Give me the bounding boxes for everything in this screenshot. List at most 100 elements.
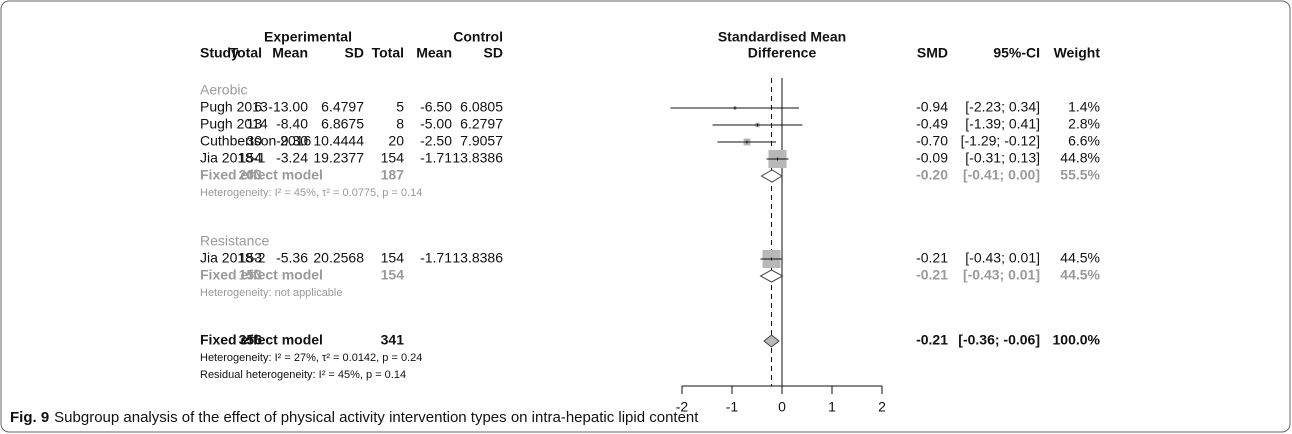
exp-total: 13 — [246, 116, 262, 132]
study-label: Fixed effect model — [200, 267, 323, 283]
ctrl-sd: 13.8386 — [452, 150, 503, 166]
smd-label: -0.21 — [916, 332, 948, 348]
column-header: Total — [372, 45, 404, 61]
ci-label: [-2.23; 0.34] — [965, 99, 1040, 115]
exp-sd: 6.8675 — [321, 116, 364, 132]
heterogeneity: Heterogeneity: I² = 45%, τ² = 0.0775, p … — [200, 187, 422, 199]
ctrl-mean: -2.50 — [420, 133, 452, 149]
caption-text: Subgroup analysis of the effect of physi… — [54, 409, 699, 426]
ctrl-sd: 6.2797 — [460, 116, 503, 132]
ci-label: [-0.41; 0.00] — [963, 167, 1040, 183]
exp-sd: 6.4797 — [321, 99, 364, 115]
ci-label: [-0.43; 0.01] — [963, 267, 1040, 283]
heterogeneity: Heterogeneity: not applicable — [200, 287, 342, 299]
weight-label: 44.5% — [1060, 250, 1100, 266]
ctrl-sd: 7.9057 — [460, 133, 503, 149]
ctrl-total: 154 — [381, 150, 405, 166]
smd-label: -0.20 — [916, 167, 948, 183]
subgroup-name: Resistance — [200, 233, 269, 249]
column-header: Study — [200, 45, 239, 61]
residual-heterogeneity: Residual heterogeneity: I² = 45%, p = 0.… — [200, 369, 406, 381]
exp-total: 154 — [239, 150, 263, 166]
study-label: Pugh 2013 — [200, 99, 268, 115]
ctrl-mean: -1.71 — [420, 150, 452, 166]
exp-total: 356 — [239, 332, 263, 348]
column-header: Mean — [416, 45, 452, 61]
ctrl-sd: 13.8386 — [452, 250, 503, 266]
ctrl-total: 154 — [381, 267, 405, 283]
smd-label: -0.70 — [916, 133, 948, 149]
ctrl-sd: 6.0805 — [460, 99, 503, 115]
x-tick-label: 0 — [778, 399, 786, 415]
exp-sd: 20.2568 — [313, 250, 364, 266]
study-label: Fixed effect model — [200, 332, 323, 348]
header-effect: Standardised Mean — [718, 29, 846, 45]
column-header: Weight — [1054, 45, 1101, 61]
ctrl-mean: -1.71 — [420, 250, 452, 266]
exp-total: 153 — [239, 250, 263, 266]
pooled-diamond — [759, 269, 784, 283]
exp-mean: -9.30 — [276, 133, 308, 149]
column-header: Mean — [272, 45, 308, 61]
exp-total: 30 — [246, 133, 262, 149]
weight-label: 44.5% — [1060, 267, 1100, 283]
study-label: Jia 2018-1 — [200, 150, 266, 166]
exp-mean: -8.40 — [276, 116, 308, 132]
pooled-diamond — [760, 169, 783, 183]
caption-label: Fig. 9 — [10, 409, 49, 426]
ci-label: [-0.43; 0.01] — [965, 250, 1040, 266]
header-experimental: Experimental — [264, 29, 352, 45]
exp-total: 153 — [239, 267, 263, 283]
ci-label: [-0.36; -0.06] — [958, 332, 1040, 348]
column-header: SD — [484, 45, 503, 61]
x-tick-label: -1 — [726, 399, 739, 415]
exp-total: 203 — [239, 167, 263, 183]
weight-label: 1.4% — [1068, 99, 1100, 115]
ctrl-mean: -5.00 — [420, 116, 452, 132]
ctrl-total: 5 — [396, 99, 404, 115]
exp-mean: -5.36 — [276, 250, 308, 266]
column-header: SD — [345, 45, 364, 61]
study-label: Cuthbertson 2016 — [200, 133, 312, 149]
smd-label: -0.21 — [916, 250, 948, 266]
exp-mean: -3.24 — [276, 150, 308, 166]
ci-label: [-1.29; -0.12] — [961, 133, 1040, 149]
weight-label: 6.6% — [1068, 133, 1100, 149]
column-header: SMD — [917, 45, 948, 61]
study-label: Pugh 2014 — [200, 116, 268, 132]
ctrl-total: 154 — [381, 250, 405, 266]
exp-mean: -13.00 — [268, 99, 308, 115]
exp-sd: 19.2377 — [313, 150, 364, 166]
smd-label: -0.94 — [916, 99, 948, 115]
exp-sd: 10.4444 — [313, 133, 364, 149]
ctrl-mean: -6.50 — [420, 99, 452, 115]
smd-label: -0.49 — [916, 116, 948, 132]
exp-total: 6 — [254, 99, 262, 115]
subgroup-name: Aerobic — [200, 82, 247, 98]
heterogeneity: Heterogeneity: I² = 27%, τ² = 0.0142, p … — [200, 352, 422, 364]
ci-label: [-1.39; 0.41] — [965, 116, 1040, 132]
x-tick-label: 1 — [828, 399, 836, 415]
ci-label: [-0.31; 0.13] — [965, 150, 1040, 166]
smd-label: -0.21 — [916, 267, 948, 283]
smd-label: -0.09 — [916, 150, 948, 166]
header-effect: Difference — [748, 45, 817, 61]
weight-label: 2.8% — [1068, 116, 1100, 132]
ctrl-total: 8 — [396, 116, 404, 132]
pooled-diamond — [763, 334, 780, 348]
ctrl-total: 187 — [381, 167, 405, 183]
caption: Fig. 9 Subgroup analysis of the effect of… — [10, 409, 699, 426]
weight-label: 55.5% — [1060, 167, 1100, 183]
ctrl-total: 341 — [381, 332, 405, 348]
column-header: Total — [230, 45, 262, 61]
header-control: Control — [453, 29, 503, 45]
x-tick-label: -2 — [676, 399, 689, 415]
column-header: 95%-CI — [993, 45, 1040, 61]
study-label: Fixed effect model — [200, 167, 323, 183]
weight-label: 100.0% — [1053, 332, 1101, 348]
study-label: Jia 2018-2 — [200, 250, 266, 266]
weight-label: 44.8% — [1060, 150, 1100, 166]
x-tick-label: 2 — [878, 399, 886, 415]
